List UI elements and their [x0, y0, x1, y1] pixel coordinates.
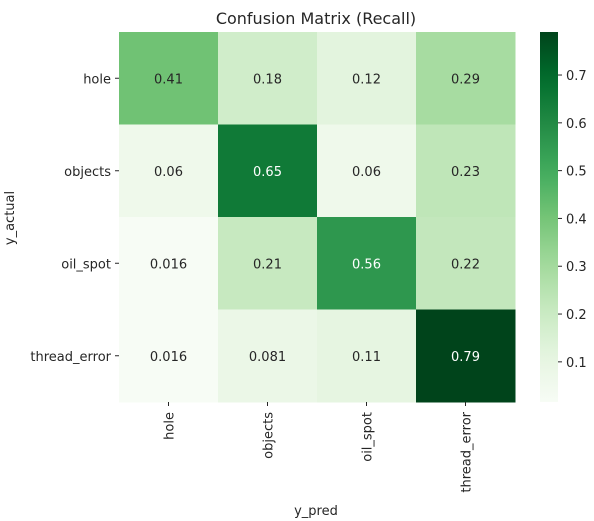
y-tick-label: thread_error: [30, 350, 111, 365]
y-tick-label: objects: [64, 165, 111, 180]
heatmap-cell-value: 0.23: [451, 165, 480, 180]
heatmap-cell: [119, 124, 219, 218]
heatmap-cell: [317, 217, 417, 310]
y-axis-label: y_actual: [3, 191, 18, 245]
x-axis-ticks: hole objects oil_spot thread_error: [163, 402, 475, 493]
heatmap-cell: [317, 309, 417, 403]
y-axis-ticks: hole objects oil_spot thread_error: [30, 72, 119, 365]
y-tick-label: oil_spot: [61, 257, 111, 272]
heatmap-cell-value: 0.081: [249, 350, 286, 365]
colorbar-tick-label: 0.7: [566, 69, 587, 84]
chart-title: Confusion Matrix (Recall): [216, 9, 416, 28]
heatmap-cell-value: 0.22: [451, 257, 480, 272]
heatmap-cell: [218, 309, 318, 403]
heatmap-cell: [119, 309, 219, 403]
heatmap-cell: [119, 217, 219, 310]
colorbar: 0.1 0.2 0.3 0.4 0.5 0.6 0.7: [540, 32, 587, 402]
heatmap-cell-value: 0.18: [253, 72, 282, 87]
heatmap-cell: [416, 217, 516, 310]
heatmap-cell-value: 0.06: [154, 165, 183, 180]
colorbar-tick-label: 0.6: [566, 117, 587, 132]
heatmap-cells: [119, 32, 516, 403]
x-tick-label: thread_error: [460, 411, 475, 492]
x-tick-label: hole: [163, 412, 178, 440]
heatmap-cell-value: 0.21: [253, 257, 282, 272]
heatmap-cell: [119, 32, 219, 125]
heatmap-cell: [416, 309, 516, 403]
heatmap-cell: [218, 124, 318, 218]
heatmap-cell-value: 0.56: [352, 257, 381, 272]
heatmap-cell-value: 0.79: [451, 350, 480, 365]
colorbar-tick-label: 0.1: [566, 356, 587, 371]
heatmap-cell-value: 0.06: [352, 165, 381, 180]
y-tick-label: hole: [83, 72, 111, 87]
heatmap-cell-value: 0.65: [253, 165, 282, 180]
colorbar-tick-label: 0.4: [566, 212, 587, 227]
colorbar-gradient: [540, 32, 558, 402]
colorbar-tick-label: 0.2: [566, 308, 587, 323]
heatmap-cell-value: 0.29: [451, 72, 480, 87]
heatmap-cell: [218, 217, 318, 310]
heatmap-cell-value: 0.41: [154, 72, 183, 87]
heatmap-cell-value: 0.12: [352, 72, 381, 87]
heatmap-cell: [416, 124, 516, 218]
heatmap-cell-labels: 0.41 0.18 0.12 0.29 0.06 0.65 0.06 0.23 0.016 0.2…: [150, 72, 480, 365]
heatmap-cell: [317, 124, 417, 218]
x-axis-label: y_pred: [294, 504, 338, 519]
colorbar-tick-label: 0.3: [566, 260, 587, 275]
heatmap-cell: [218, 32, 318, 125]
heatmap-cell-value: 0.016: [150, 350, 187, 365]
heatmap-cell: [317, 32, 417, 125]
heatmap-cell-value: 0.016: [150, 257, 187, 272]
x-tick-label: oil_spot: [361, 412, 376, 462]
colorbar-tick-label: 0.5: [566, 165, 587, 180]
heatmap-cell-value: 0.11: [352, 350, 381, 365]
x-tick-label: objects: [262, 412, 277, 459]
heatmap-cell: [416, 32, 516, 125]
